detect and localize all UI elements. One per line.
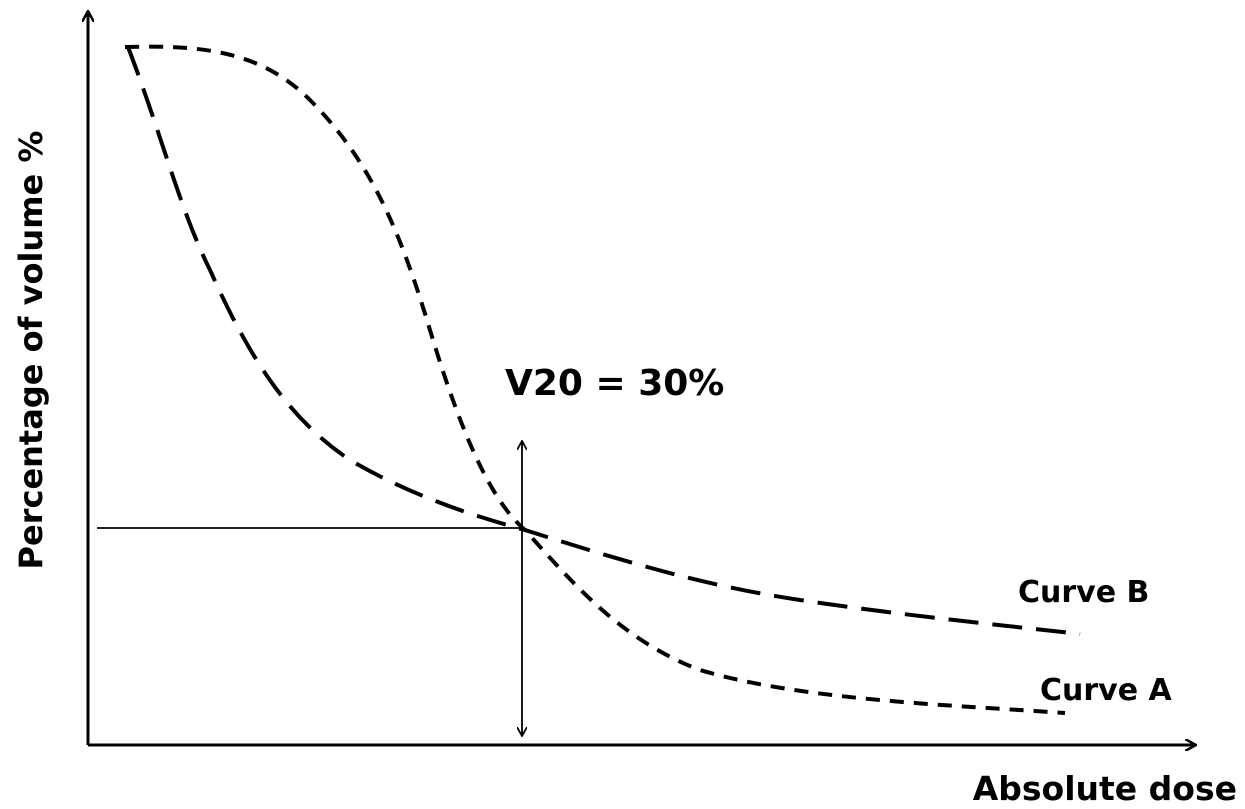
x-axis-label: Absolute dose: [973, 769, 1237, 808]
annotation: V20 = 30%: [505, 363, 724, 404]
curve-label: Curve A: [1040, 673, 1173, 708]
curve-label: Curve B: [1018, 575, 1149, 610]
curve-a: [124, 44, 1066, 715]
y-axis-label: Percentage of volume %: [12, 131, 50, 570]
curve-b: [126, 46, 1081, 636]
